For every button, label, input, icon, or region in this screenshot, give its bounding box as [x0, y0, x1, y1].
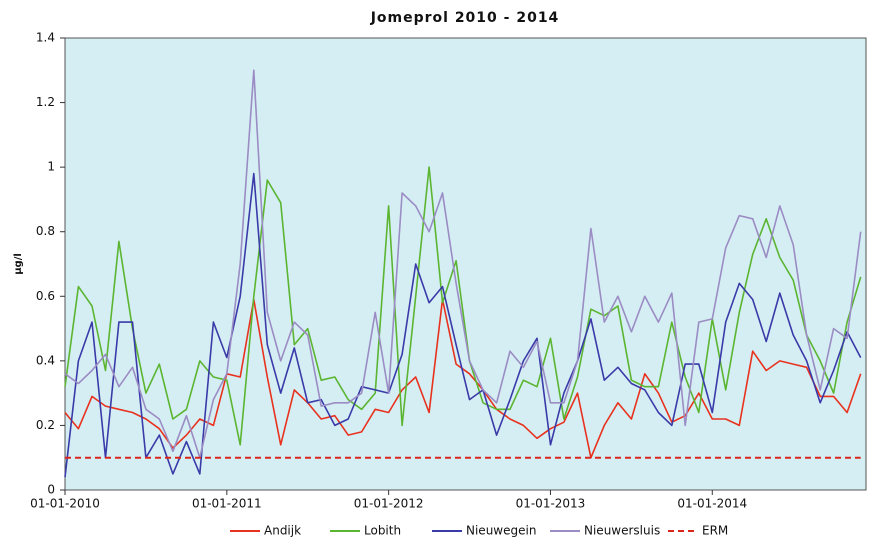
series-line	[64, 69, 862, 459]
series-line	[64, 166, 862, 446]
plot-area	[64, 37, 867, 491]
y-tick-label: 0.4	[36, 353, 55, 367]
y-tick-label: 0.2	[36, 418, 55, 432]
legend-label: Lobith	[364, 524, 401, 538]
legend-label: Nieuwegein	[466, 524, 536, 538]
legend-label: Andijk	[264, 524, 301, 538]
legend-label: Nieuwersluis	[584, 524, 660, 538]
x-tick-label: 01-01-2014	[677, 497, 747, 511]
y-tick-label: 0	[47, 483, 55, 497]
x-tick-label: 01-01-2013	[516, 497, 586, 511]
y-tick-label: 1.4	[36, 31, 55, 45]
legend-label: ERM	[702, 524, 728, 538]
x-tick-label: 01-01-2011	[192, 497, 262, 511]
series-line	[64, 172, 862, 478]
y-axis-label: µg/l	[13, 253, 24, 275]
x-tick-label: 01-01-2012	[354, 497, 424, 511]
y-tick-label: 1.2	[36, 95, 55, 109]
y-tick-label: 1	[47, 160, 55, 174]
chart-title: Jomeprol 2010 - 2014	[370, 10, 560, 26]
x-tick-label: 01-01-2010	[30, 497, 100, 511]
y-tick-label: 0.6	[36, 289, 55, 303]
y-tick-label: 0.8	[36, 224, 55, 238]
